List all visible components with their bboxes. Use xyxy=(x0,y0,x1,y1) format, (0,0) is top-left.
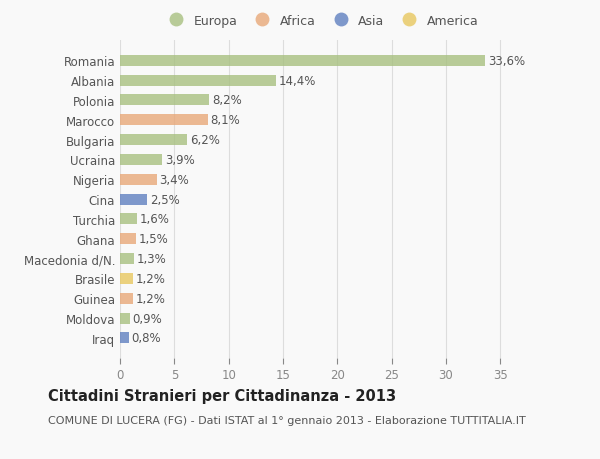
Bar xyxy=(120,56,485,67)
Text: 1,3%: 1,3% xyxy=(137,252,167,265)
Bar xyxy=(120,234,136,245)
Text: 1,6%: 1,6% xyxy=(140,213,170,226)
Bar xyxy=(120,194,147,205)
Bar xyxy=(120,313,130,324)
Text: Cittadini Stranieri per Cittadinanza - 2013: Cittadini Stranieri per Cittadinanza - 2… xyxy=(48,388,396,403)
Text: 1,2%: 1,2% xyxy=(136,292,166,305)
Legend: Europa, Africa, Asia, America: Europa, Africa, Asia, America xyxy=(158,10,484,33)
Bar xyxy=(120,333,128,344)
Bar xyxy=(120,95,209,106)
Text: 1,5%: 1,5% xyxy=(139,233,169,246)
Bar xyxy=(120,115,208,126)
Bar xyxy=(120,135,187,146)
Bar xyxy=(120,75,277,86)
Bar xyxy=(120,214,137,225)
Bar xyxy=(120,293,133,304)
Text: 33,6%: 33,6% xyxy=(488,55,525,67)
Text: 6,2%: 6,2% xyxy=(190,134,220,147)
Text: 0,8%: 0,8% xyxy=(131,332,161,345)
Text: 0,9%: 0,9% xyxy=(133,312,162,325)
Bar xyxy=(120,155,163,166)
Bar xyxy=(120,174,157,185)
Text: 1,2%: 1,2% xyxy=(136,272,166,285)
Bar xyxy=(120,253,134,264)
Text: 3,9%: 3,9% xyxy=(165,154,195,167)
Text: 14,4%: 14,4% xyxy=(279,74,317,87)
Bar xyxy=(120,274,133,284)
Text: 8,1%: 8,1% xyxy=(211,114,241,127)
Text: COMUNE DI LUCERA (FG) - Dati ISTAT al 1° gennaio 2013 - Elaborazione TUTTITALIA.: COMUNE DI LUCERA (FG) - Dati ISTAT al 1°… xyxy=(48,415,526,425)
Text: 2,5%: 2,5% xyxy=(150,193,179,206)
Text: 3,4%: 3,4% xyxy=(160,174,190,186)
Text: 8,2%: 8,2% xyxy=(212,94,242,107)
